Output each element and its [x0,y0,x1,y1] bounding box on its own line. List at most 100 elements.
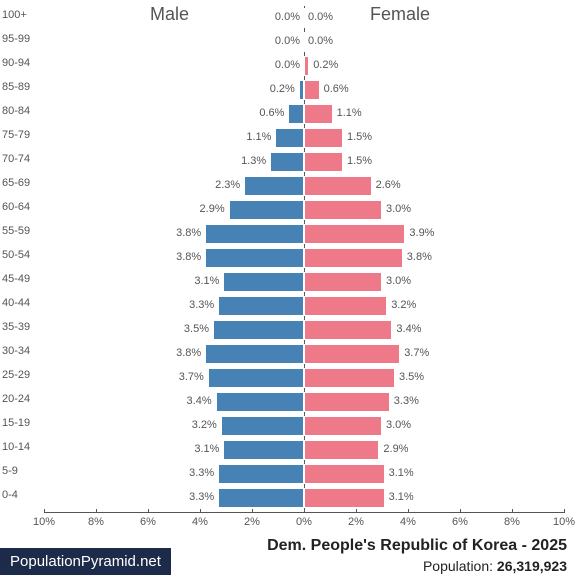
pyramid-row: 30-343.8%3.7% [0,342,575,366]
female-value: 1.5% [347,155,372,167]
pyramid-row: 40-443.3%3.2% [0,294,575,318]
female-bar [304,200,382,220]
male-value: 3.1% [194,443,219,455]
age-group-label: 80-84 [2,105,42,117]
male-bar [208,368,304,388]
bar-area: 3.5%3.4% [44,318,564,342]
pyramid-row: 65-692.3%2.6% [0,174,575,198]
bar-area: 1.3%1.5% [44,150,564,174]
pyramid-row: 70-741.3%1.5% [0,150,575,174]
male-value: 3.4% [187,395,212,407]
female-value: 3.0% [386,419,411,431]
x-tick-label: 10% [33,516,55,528]
x-tick-label: 6% [452,516,468,528]
age-group-label: 10-14 [2,441,42,453]
male-bar [275,128,304,148]
male-value: 3.2% [192,419,217,431]
female-bar [304,416,382,436]
female-bar [304,320,392,340]
bar-area: 3.8%3.9% [44,222,564,246]
pyramid-row: 10-14 3.1% 2.9% [0,438,575,462]
x-tick [564,509,565,513]
bar-area: 3.4% 3.3% [44,390,564,414]
female-bar [304,464,385,484]
male-value: 0.6% [259,107,284,119]
age-group-label: 90-94 [2,57,42,69]
age-group-label: 70-74 [2,153,42,165]
female-bar [304,152,343,172]
pyramid-row: 20-243.4%3.3% [0,390,575,414]
x-tick [408,509,409,513]
male-value: 2.3% [215,179,240,191]
pyramid-row: 60-642.9%3.0% [0,198,575,222]
x-tick-label: 4% [400,516,416,528]
age-group-label: 5-9 [2,465,42,477]
x-tick [148,509,149,513]
male-value: 3.8% [176,251,201,263]
population-line: Population: 26,319,923 [423,558,567,574]
population-label: Population: [423,558,497,574]
pyramid-rows: 100+0.0%0.0%95-990.0%0.0%90-940.0%0.2%85… [0,6,575,510]
male-value: 0.0% [275,59,300,71]
female-value: 2.9% [383,443,408,455]
x-tick-label: 2% [244,516,260,528]
pyramid-row: 35-393.5%3.4% [0,318,575,342]
age-group-label: 40-44 [2,297,42,309]
female-bar [304,368,395,388]
female-bar [304,488,385,508]
male-bar [221,416,304,436]
female-bar [304,104,333,124]
male-value: 3.8% [176,347,201,359]
male-value: 3.5% [184,323,209,335]
male-value: 3.7% [179,371,204,383]
bar-area: 1.1% 1.5% [44,126,564,150]
x-tick [252,509,253,513]
age-group-label: 55-59 [2,225,42,237]
female-value: 3.3% [394,395,419,407]
female-bar [304,128,343,148]
x-tick-label: 2% [348,516,364,528]
age-group-label: 65-69 [2,177,42,189]
male-value: 0.0% [275,11,300,23]
male-bar [223,272,304,292]
male-value: 0.0% [275,35,300,47]
population-value: 26,319,923 [497,558,567,574]
pyramid-row: 5-93.3%3.1% [0,462,575,486]
male-value: 0.2% [270,83,295,95]
male-bar [205,248,304,268]
female-bar [304,32,306,52]
source-badge[interactable]: PopulationPyramid.net [0,548,171,575]
female-bar [304,224,405,244]
male-value: 2.9% [200,203,225,215]
bar-area: 0.0%0.0% [44,30,564,54]
male-bar [205,224,304,244]
x-tick [460,509,461,513]
pyramid-row: 80-840.6%1.1% [0,102,575,126]
male-value: 1.1% [246,131,271,143]
pyramid-row: 50-543.8%3.8% [0,246,575,270]
pyramid-row: 100+0.0%0.0% [0,6,575,30]
x-tick-label: 4% [192,516,208,528]
male-bar [205,344,304,364]
pyramid-row: 55-593.8%3.9% [0,222,575,246]
female-bar [304,80,320,100]
population-pyramid-chart: Male Female 100+0.0%0.0%95-990.0%0.0%90-… [0,0,575,581]
age-group-label: 15-19 [2,417,42,429]
female-value: 1.5% [347,131,372,143]
pyramid-row: 95-990.0%0.0% [0,30,575,54]
age-group-label: 50-54 [2,249,42,261]
bar-area: 3.1% 2.9% [44,438,564,462]
pyramid-row: 90-940.0%0.2% [0,54,575,78]
pyramid-row: 85-890.2%0.6% [0,78,575,102]
female-value: 3.5% [399,371,424,383]
male-value: 3.8% [176,227,201,239]
age-group-label: 60-64 [2,201,42,213]
bar-area: 2.9%3.0% [44,198,564,222]
bar-area: 2.3%2.6% [44,174,564,198]
bar-area: 0.0%0.2% [44,54,564,78]
male-value: 3.3% [189,491,214,503]
x-tick [304,509,305,513]
age-group-label: 25-29 [2,369,42,381]
x-tick [200,509,201,513]
male-value: 3.1% [194,275,219,287]
